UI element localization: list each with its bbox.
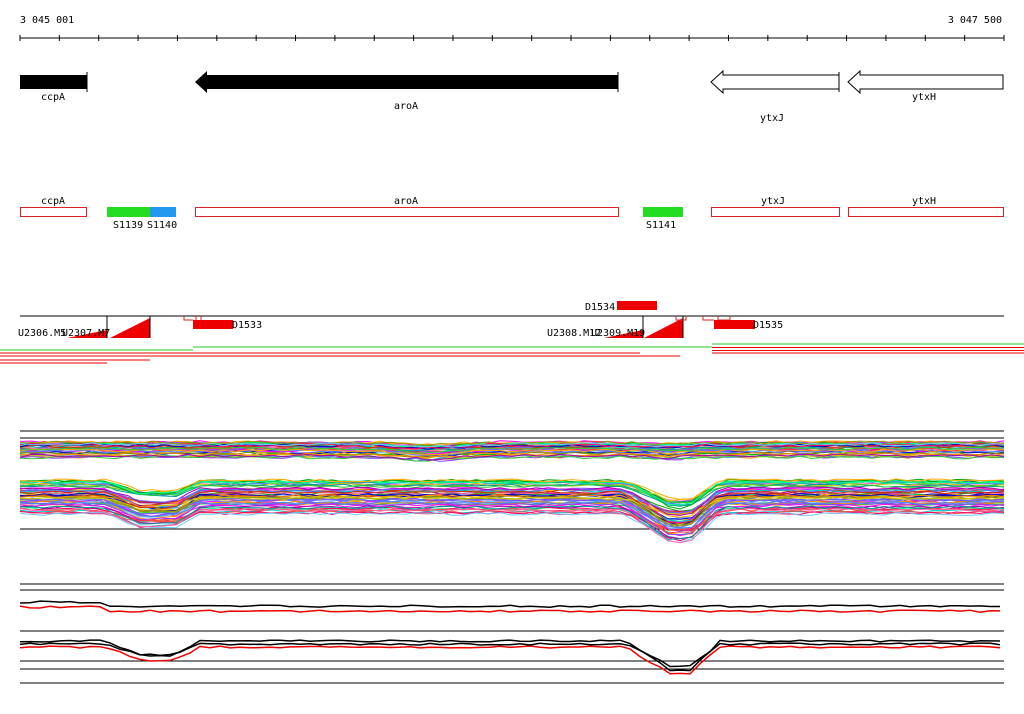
expression-profile-line [19,484,1005,504]
downshift-D1533[interactable] [193,320,233,329]
downshift-D1534-label: D1534 [585,302,615,313]
gene-ccpA-label: ccpA [41,92,65,103]
gene-track: ccpA aroA ytxJ ytxH [20,69,1004,124]
summary-profile-line [19,642,1001,668]
expression-profile-line [19,511,1005,542]
utr-U2309-label: U2309.M19 [591,328,645,339]
segment-S1139[interactable] [107,207,150,217]
gene-ytxJ-label: ytxJ [760,113,784,124]
gene-aroA-label: aroA [394,101,418,112]
summary-profile-line [19,645,1001,675]
gene-ccpA[interactable]: ccpA [20,72,88,103]
summary-profile-line [19,605,1001,613]
profiles-lower-band [19,478,1005,544]
expression-profile-line [19,510,1005,531]
segment-S1140-label: S1140 [147,220,177,231]
expression-profile-line [19,455,1005,462]
feature-ytxH-label: ytxH [912,196,936,207]
segment-S1141[interactable] [643,207,683,217]
expression-profile-line [19,486,1005,516]
feature-ytxJ-box[interactable] [711,207,840,217]
gene-aroA[interactable]: aroA [195,71,619,112]
utr-U2308-label: U2308.M12 [547,328,601,339]
segment-S1139-label: S1139 [113,220,143,231]
expression-profile-line [19,508,1005,544]
utr-U2309-triangle[interactable] [644,318,683,338]
coordinate-end-label: 3 047 500 [948,15,1002,26]
feature-ytxJ-label: ytxJ [761,196,785,207]
summary-profiles-panel [19,583,1004,684]
gene-ytxH-label: ytxH [912,92,936,103]
utr-U2308-triangle[interactable] [604,330,643,338]
expression-profile-line [19,490,1005,524]
expression-profile-line [19,511,1005,543]
downshift-D1534[interactable] [617,301,657,310]
feature-ytxH-box[interactable] [848,207,1004,217]
coordinate-start-label: 3 045 001 [20,15,74,26]
feature-track: ccpA S1139 S1140 aroA S1141 ytxJ ytxH [20,196,1004,231]
expression-profile-line [19,505,1005,540]
utr-U2306-triangle[interactable] [67,330,107,338]
expression-profiles-panel [19,430,1005,544]
ruler-ticks [19,35,1005,41]
coordinate-ruler: 3 045 001 3 047 500 [19,15,1005,41]
gene-ytxJ[interactable]: ytxJ [710,69,840,124]
downshift-D1533-label: D1533 [232,320,262,331]
expression-profile-line [20,483,1005,507]
gene-ytxJ-arrow[interactable] [710,69,840,95]
utr-U2307-triangle[interactable] [110,318,150,338]
feature-aroA-label: aroA [394,196,418,207]
expression-profile-line [19,442,1005,448]
expression-profile-line [19,478,1005,500]
utr-U2307-label: U2307.M7 [62,328,110,339]
utr-U2306-label: U2306.M5 [18,328,66,339]
expression-profile-line [19,448,1005,456]
expression-profile-line [19,495,1005,514]
expression-profile-line [19,453,1005,461]
summary-profile-line [19,600,1000,608]
profiles-upper-band [19,440,1005,462]
segment-S1140[interactable] [150,207,176,217]
downshift-D1535-label: D1535 [753,320,783,331]
feature-ccpA-box[interactable] [20,207,87,217]
feature-aroA-box[interactable] [195,207,619,217]
feature-ccpA-label: ccpA [41,196,65,207]
expression-profile-line [19,478,1005,510]
regulatory-track: U2306.M5 U2307.M7 D1533 D1534 U2308.M12 … [0,301,1024,364]
expression-profile-line [19,479,1005,506]
gene-aroA-arrow[interactable] [195,71,618,93]
segment-S1141-label: S1141 [646,220,676,231]
summary-lines [19,600,1001,675]
gene-ytxH-arrow[interactable] [847,69,1004,95]
expression-profile-line [19,444,1005,450]
gene-ytxH[interactable]: ytxH [847,69,1004,103]
expression-profile-line [19,446,1005,454]
expression-profile-line [19,500,1005,529]
expression-profile-line [19,502,1005,536]
gene-ccpA-arrow[interactable] [20,75,87,89]
downshift-D1535[interactable] [714,320,755,329]
